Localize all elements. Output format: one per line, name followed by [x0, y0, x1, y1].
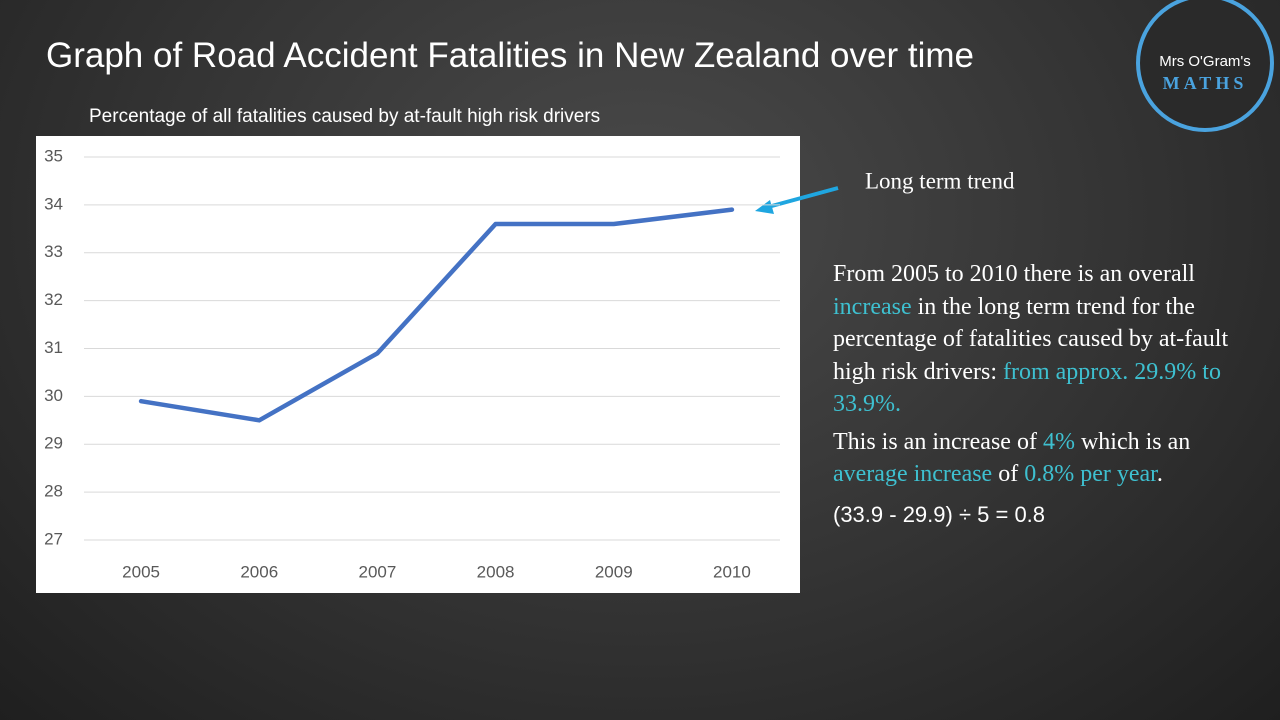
- slide-title: Graph of Road Accident Fatalities in New…: [46, 36, 974, 75]
- chart-title: Percentage of all fatalities caused by a…: [89, 106, 600, 127]
- plot-area: [36, 136, 800, 593]
- y-tick-label: 34: [44, 194, 63, 213]
- logo-text: Mrs O'Gram's: [1159, 53, 1251, 70]
- annotation-arrowhead: [755, 200, 774, 214]
- note-highlight: increase: [833, 293, 912, 320]
- y-tick-label: 27: [44, 529, 63, 548]
- note-paragraph: (33.9 - 29.9) ÷ 5 = 0.8: [833, 499, 1253, 532]
- note-text: which is an: [1074, 428, 1191, 455]
- note-paragraph: From 2005 to 2010 there is an overall in…: [833, 258, 1253, 421]
- y-tick-label: 32: [44, 290, 63, 309]
- note-text: .: [1156, 461, 1163, 487]
- note-highlight: average increase: [833, 461, 993, 487]
- note-highlight: 0.8% per year: [1024, 461, 1157, 487]
- note-paragraph: This is an increase of 4% which is an av…: [833, 426, 1253, 491]
- note-text: of: [992, 461, 1025, 487]
- x-tick-label: 2010: [713, 562, 751, 581]
- y-tick-label: 28: [44, 482, 63, 501]
- note-text: (33.9 - 29.9) ÷ 5 = 0.8: [833, 501, 1046, 527]
- annotation-arrow: [767, 186, 839, 209]
- note-text: From 2005 to 2010 there is an overall: [833, 261, 1195, 287]
- annotation: Long term trend: [865, 168, 1015, 193]
- note-text: in the long term trend for the percentag…: [833, 293, 1229, 385]
- note-highlight: 4%: [1042, 428, 1075, 455]
- y-tick-label: 29: [44, 434, 63, 453]
- x-tick-label: 2009: [595, 562, 633, 581]
- logo-text: MATHS: [1163, 73, 1248, 93]
- y-tick-label: 31: [44, 338, 63, 357]
- y-tick-label: 33: [44, 242, 63, 261]
- line: [138, 207, 735, 423]
- y-tick-label: 35: [44, 146, 63, 165]
- x-tick-label: 2005: [122, 562, 160, 581]
- x-tick-label: 2006: [240, 562, 278, 581]
- note-highlight: from approx. 29.9% to 33.9%.: [833, 358, 1221, 418]
- notes: From 2005 to 2010 there is an overall in…: [833, 258, 1253, 536]
- x-tick-label: 2008: [477, 562, 515, 581]
- note-text: This is an increase of: [833, 428, 1043, 455]
- y-tick-label: 30: [44, 386, 63, 405]
- x-tick-label: 2007: [359, 562, 397, 581]
- logo: [1136, 0, 1274, 132]
